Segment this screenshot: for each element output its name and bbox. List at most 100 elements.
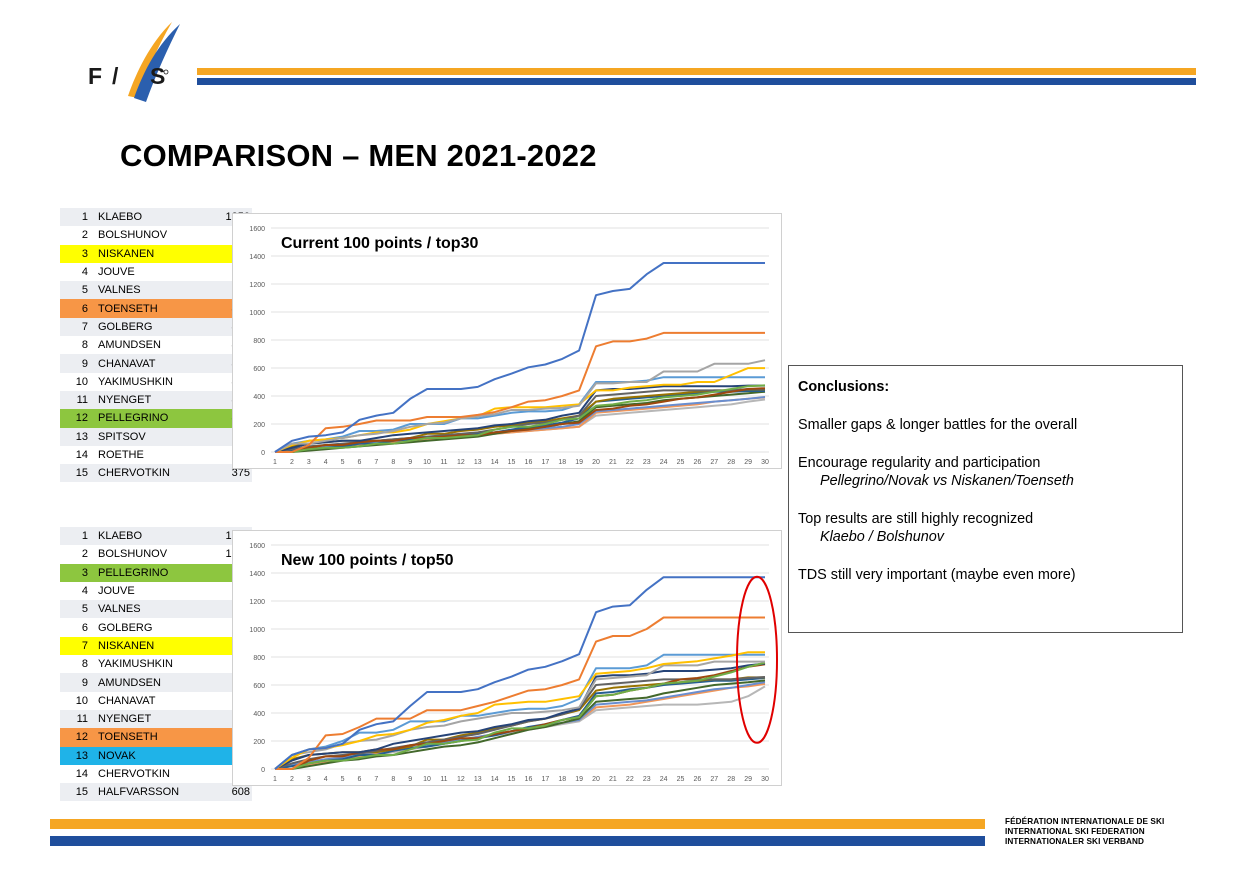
y-tick-label: 1000 — [249, 627, 265, 634]
ranking-row: 9AMUNDSEN748 — [60, 673, 252, 692]
ranking-name: NYENGET — [98, 394, 152, 407]
x-tick-label: 9 — [408, 776, 412, 783]
x-tick-label: 21 — [609, 776, 617, 783]
series-line-1 — [274, 576, 765, 770]
x-tick-label: 22 — [626, 459, 634, 466]
chart-title: Current 100 points / top30 — [281, 235, 478, 252]
ranking-name: CHERVOTKIN — [98, 467, 170, 480]
ranking-rank: 3 — [81, 566, 88, 579]
y-tick-label: 1400 — [249, 571, 265, 578]
x-tick-label: 15 — [508, 459, 516, 466]
ranking-rank: 10 — [75, 694, 88, 707]
ranking-rank: 14 — [75, 768, 88, 780]
ranking-name: CHANAVAT — [98, 357, 156, 370]
svg-text:S: S — [150, 63, 165, 89]
ranking-name: AMUNDSEN — [98, 339, 161, 352]
y-tick-label: 1200 — [249, 282, 265, 289]
ranking-name: ROETHE — [98, 449, 144, 461]
conclusions-box: Conclusions: Smaller gaps & longer battl… — [788, 365, 1183, 633]
series-line-12 — [275, 679, 766, 770]
ranking-rank: 15 — [75, 467, 88, 480]
ranking-row: 12PELLEGRINO431 — [60, 409, 252, 428]
conclusion-text: Encourage regularity and participation — [798, 455, 1041, 471]
x-tick-label: 12 — [457, 776, 465, 783]
x-tick-label: 9 — [408, 459, 412, 466]
x-tick-label: 12 — [457, 459, 465, 466]
x-tick-label: 30 — [761, 459, 769, 466]
x-tick-label: 10 — [423, 776, 431, 783]
ranking-row: 1KLAEBO1350 — [60, 208, 252, 227]
x-tick-label: 7 — [374, 776, 378, 783]
footer-line-en: INTERNATIONAL SKI FEDERATION — [1005, 827, 1145, 836]
ranking-rank: 8 — [81, 339, 88, 352]
x-tick-label: 3 — [307, 459, 311, 466]
x-tick-label: 3 — [307, 776, 311, 783]
x-tick-label: 26 — [694, 459, 702, 466]
ranking-name: PELLEGRINO — [98, 412, 169, 425]
ranking-row: 10YAKIMUSHKIN447 — [60, 372, 252, 391]
x-tick-label: 17 — [541, 776, 549, 783]
x-tick-label: 14 — [491, 776, 499, 783]
x-tick-label: 29 — [744, 776, 752, 783]
ranking-row: 6TOENSETH476 — [60, 299, 252, 318]
x-tick-label: 30 — [761, 776, 769, 783]
ranking-row: 5VALNES816 — [60, 600, 252, 619]
x-tick-label: 10 — [423, 459, 431, 466]
ranking-name: NOVAK — [98, 749, 136, 762]
highlight-ellipse — [736, 575, 778, 744]
ranking-row: 2BOLSHUNOV1082 — [60, 545, 252, 564]
ranking-name: TOENSETH — [98, 731, 158, 744]
svg-text:/: / — [112, 63, 119, 89]
conclusion-example: Klaebo / Bolshunov — [820, 529, 945, 545]
ranking-row: 14CHERVOTKIN620 — [60, 764, 252, 784]
y-tick-label: 1600 — [249, 543, 265, 550]
x-tick-label: 11 — [440, 776, 447, 783]
x-tick-label: 16 — [525, 459, 533, 466]
ranking-rank: 11 — [76, 713, 88, 726]
ranking-rank: 7 — [81, 639, 88, 652]
x-tick-label: 24 — [660, 776, 668, 783]
series-line-6 — [275, 384, 766, 453]
x-tick-label: 19 — [575, 459, 583, 466]
ranking-name: VALNES — [98, 603, 141, 616]
x-tick-label: 25 — [677, 459, 685, 466]
ranking-name: VALNES — [98, 284, 141, 297]
ranking-name: JOUVE — [98, 266, 135, 279]
y-tick-label: 1600 — [249, 226, 265, 233]
x-tick-label: 6 — [358, 459, 362, 466]
chart-title: New 100 points / top50 — [281, 552, 454, 569]
conclusion-text: Top results are still highly recognized — [798, 511, 1034, 527]
y-tick-label: 1000 — [249, 310, 265, 317]
footer-stripe-navy — [50, 836, 985, 846]
x-tick-label: 7 — [374, 459, 378, 466]
ranking-rank: 1 — [81, 530, 88, 543]
header-stripe-gold — [197, 68, 1196, 75]
y-tick-label: 200 — [253, 739, 265, 746]
x-tick-label: 23 — [643, 459, 651, 466]
ranking-name: NISKANEN — [98, 247, 155, 260]
ranking-name: CHERVOTKIN — [98, 768, 170, 780]
x-tick-label: 13 — [474, 459, 482, 466]
y-tick-label: 400 — [253, 394, 265, 401]
x-tick-label: 8 — [391, 459, 395, 466]
ranking-rank: 4 — [81, 266, 88, 279]
ranking-name: BOLSHUNOV — [98, 229, 168, 242]
ranking-name: PELLEGRINO — [98, 566, 169, 579]
ranking-rank: 12 — [75, 731, 88, 744]
x-tick-label: 20 — [592, 459, 600, 466]
ranking-rank: 2 — [81, 229, 88, 242]
x-tick-label: 8 — [391, 776, 395, 783]
footer-line-fr: FÉDÉRATION INTERNATIONALE DE SKI — [1005, 817, 1165, 826]
footer-federation-text: FÉDÉRATION INTERNATIONALE DE SKI INTERNA… — [1005, 817, 1164, 847]
y-tick-label: 0 — [261, 450, 265, 457]
ranking-rank: 9 — [81, 357, 88, 370]
ranking-table-new: 1KLAEBO13702BOLSHUNOV10823PELLEGRINO8344… — [60, 527, 252, 802]
ranking-row: 10CHANAVAT657 — [60, 691, 252, 710]
ranking-rank: 13 — [75, 749, 88, 762]
ranking-rank: 14 — [75, 449, 88, 461]
ranking-row: 13SPITSOV393 — [60, 427, 252, 446]
series-line-4 — [274, 653, 765, 770]
x-tick-label: 27 — [710, 776, 718, 783]
chart-new: 0 200 400 600 800 1000 1200 1400 1600 1 2 3 4 5 6 7 8 9 10… — [232, 530, 782, 786]
